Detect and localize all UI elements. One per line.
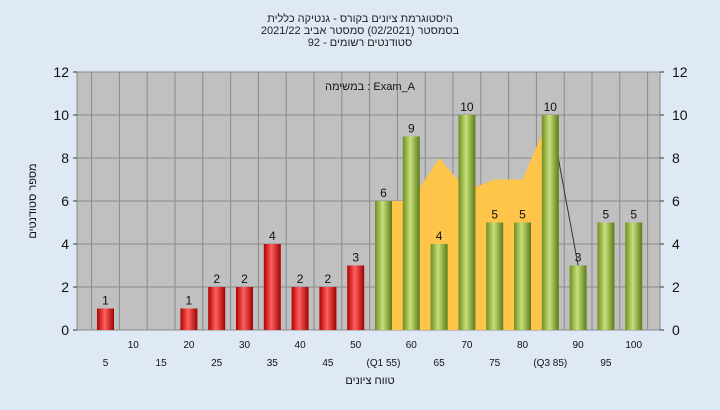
x-tick-label: 50 [350,340,362,351]
y-tick-label-right: 10 [672,107,688,123]
bar-value-label: 5 [630,208,637,222]
x-tick-label: 60 [406,340,418,351]
bar-value-label: 10 [460,100,474,114]
y-tick-label-left: 12 [53,64,69,80]
x-tick-label: 15 [156,358,168,369]
bar-value-label: 3 [352,251,359,265]
x-tick-label: 20 [183,340,195,351]
y-axis-label: מספר סטודנטים [27,163,39,238]
y-tick-label-left: 6 [61,193,69,209]
x-tick-label: 100 [625,340,642,351]
bars [97,115,643,330]
x-axis-label: טווח ציונים [345,375,394,387]
x-tick-label: 40 [295,340,307,351]
y-tick-label-right: 0 [672,322,680,338]
x-tick-label: 90 [573,340,585,351]
bar [597,222,615,330]
chart-title: היסטוגרמת ציונים בקורס - גנטיקה כלליתבסמ… [261,12,460,49]
bar-value-label: 1 [186,294,193,308]
x-tick-label: 70 [461,340,473,351]
y-tick-label-right: 4 [672,236,680,252]
bar-value-label: 3 [575,251,582,265]
bar [236,287,253,330]
bar [263,244,281,330]
x-axis: 5 10 15 20 25 30 35 40 45 50 (Q1 55) 60 65 70 75 80 (Q3 … [103,340,643,369]
bar [375,201,392,330]
x-tick-label: 25 [211,358,223,369]
bar-value-label: 5 [603,208,610,222]
y-tick-label-right: 8 [672,150,680,166]
bar [319,287,337,330]
bar [430,244,448,330]
bar-value-label: 2 [213,272,220,286]
x-tick-label: 80 [517,340,529,351]
bar [402,136,420,330]
title-line: היסטוגרמת ציונים בקורס - גנטיקה כללית [267,12,453,25]
y-tick-label-left: 10 [53,107,69,123]
title-line: בסמסטר (02/2021) סמסטר אביב 2021/22 [261,25,460,37]
y-tick-label-right: 2 [672,279,680,295]
bar-value-label: 4 [269,229,276,243]
bar [569,265,587,330]
y-tick-label-left: 2 [61,279,69,295]
bar [347,265,365,330]
x-tick-label: 75 [489,358,501,369]
bar [514,222,531,330]
bar-value-label: 5 [491,208,498,222]
bar [97,308,114,330]
y-tick-label-right: 12 [672,64,688,80]
x-tick-label: 30 [239,340,251,351]
x-tick-label: (Q3 85) [533,358,567,369]
y-tick-label-left: 0 [61,322,69,338]
bar-value-label: 4 [436,229,443,243]
y-axis-left: 0 2 4 6 8 10 12 [53,64,77,338]
bar [486,222,504,330]
value-labels: 1 1 2 2 4 2 2 3 6 9 4 10 5 5 10 3 5 5 [102,100,637,308]
bar-value-label: 5 [519,208,526,222]
title-line: סטודנטים רשומים - 92 [308,37,412,49]
bar [458,115,476,330]
y-tick-label-right: 6 [672,193,680,209]
bar-value-label: 2 [241,272,248,286]
bar-value-label: 10 [544,100,558,114]
x-tick-label: (Q1 55) [367,358,401,369]
bar [180,308,198,330]
bar [291,287,309,330]
bar [208,287,226,330]
y-tick-label-left: 8 [61,150,69,166]
chart-annotation: במשימה : Exam_A [325,81,416,93]
bar-value-label: 1 [102,294,109,308]
x-tick-label: 45 [322,358,334,369]
y-axis-right: 0 2 4 6 8 10 12 [660,64,688,338]
bar-value-label: 2 [297,272,304,286]
bar-value-label: 6 [380,186,387,200]
y-tick-label-left: 4 [61,236,69,252]
x-tick-label: 5 [103,358,109,369]
bar-value-label: 2 [325,272,332,286]
bar-value-label: 9 [408,122,415,136]
bar [541,115,559,330]
x-tick-label: 35 [267,358,279,369]
x-tick-label: 95 [600,358,612,369]
x-tick-label: 10 [128,340,140,351]
bar [625,222,643,330]
x-tick-label: 65 [434,358,446,369]
